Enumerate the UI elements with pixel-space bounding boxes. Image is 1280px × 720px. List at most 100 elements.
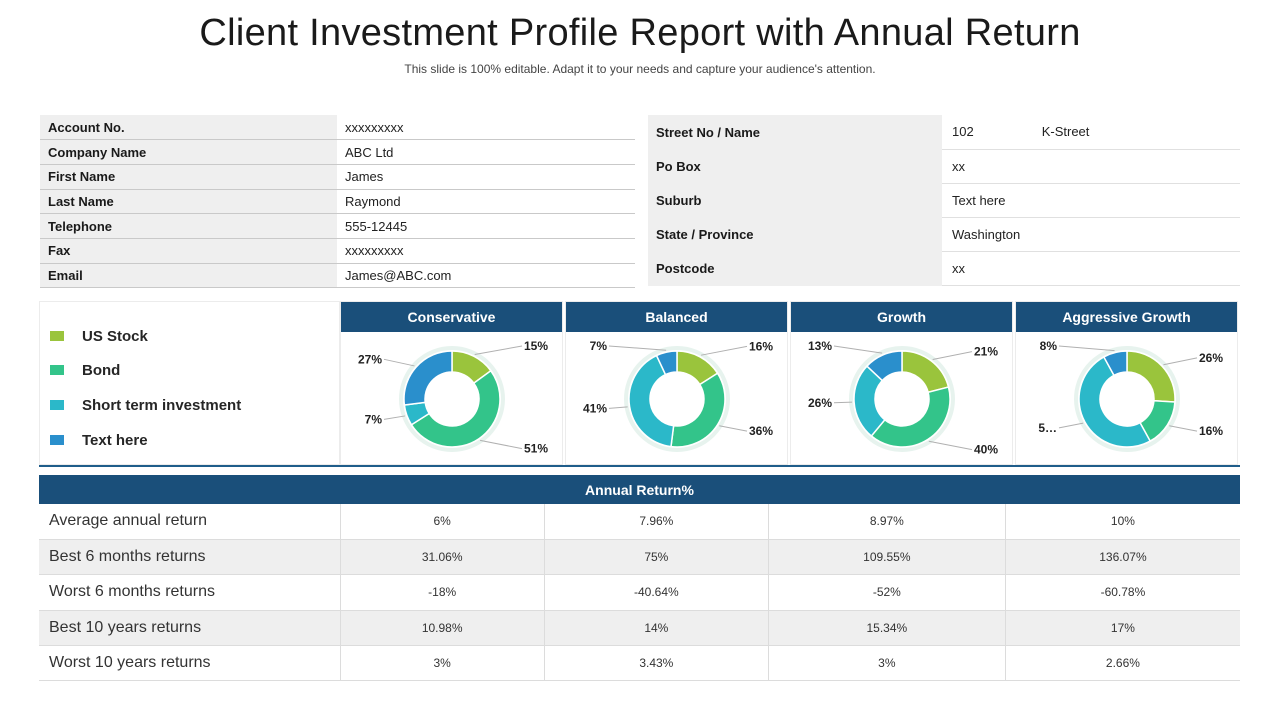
cell-growth: -52% [767,574,1006,611]
legend-swatch [50,331,64,341]
cell-aggressive-growth: 17% [1004,610,1240,647]
table-row: Email James@ABC.com [40,263,635,289]
telephone-value: 555-12445 [337,213,635,239]
data-label: 21% [974,345,998,359]
cell-growth: 8.97% [767,504,1006,540]
table-row: Best 6 months returns 31.06% 75% 109.55%… [39,539,1240,576]
table-header-row: Annual Return% [39,475,1240,504]
table-row: Po Box xx [648,149,1240,184]
last-name-value: Raymond [337,189,635,215]
annual-return-title: Annual Return% [39,475,1240,504]
growth-donut: 21% 40% 26% 13% [808,339,998,457]
table-row: Account No. xxxxxxxxx [40,115,635,141]
data-label: 13% [808,339,832,353]
cell-conservative: 6% [339,504,545,540]
data-label: 51% [524,442,548,456]
state-label: State / Province [648,217,942,252]
account-no-value: xxxxxxxxx [337,115,635,141]
row-label: Worst 6 months returns [39,574,340,611]
data-label: 7% [590,339,608,353]
street-label: Street No / Name [648,115,942,150]
fax-label: Fax [40,238,337,264]
legend-label: US Stock [82,327,148,345]
legend-item-short-term: Short term investment [50,395,241,415]
address-table: Street No / Name 102 K-Street Po Box xx Sub… [648,115,1240,287]
data-label: 16% [749,339,773,353]
company-name-label: Company Name [40,139,337,165]
account-table: Account No. xxxxxxxxx Company Name ABC Ltd… [40,115,635,289]
legend-swatch [50,365,64,375]
donut-segment-text-here [1102,350,1128,377]
legend-label: Text here [82,431,148,449]
donut-halo [399,346,505,452]
cell-balanced: 7.96% [543,504,769,540]
donut-segment-us-stock [901,350,950,394]
cell-conservative: 10.98% [339,610,545,647]
fax-value: xxxxxxxxx [337,238,635,264]
balanced-donut: 16% 36% 41% 7% [583,339,773,452]
data-label: 7% [365,412,383,426]
leader-line [1163,357,1198,366]
row-label: Best 10 years returns [39,610,340,647]
table-row: Company Name ABC Ltd [40,139,635,165]
chart-title: Balanced [566,302,787,332]
legend-swatch [50,400,64,410]
postcode-value: xx [942,251,1240,287]
donut-segment-us-stock [1126,350,1176,403]
donut-segment-bond [670,372,726,448]
data-label: 5… [1038,421,1057,435]
cell-aggressive-growth: 2.66% [1004,645,1240,682]
cell-conservative: -18% [339,574,545,611]
suburb-value: Text here [942,183,1240,219]
page-subtitle: This slide is 100% editable. Adapt it to… [404,62,876,76]
leader-line [928,440,973,451]
chart-legend: US Stock Bond Short term investment Text… [39,301,340,465]
leader-line [1169,425,1198,432]
data-label: 26% [1199,351,1223,365]
row-label: Worst 10 years returns [39,645,340,682]
suburb-label: Suburb [648,183,942,218]
table-row: Worst 6 months returns -18% -40.64% -52%… [39,574,1240,611]
cell-growth: 15.34% [767,610,1006,647]
leader-line [608,406,628,409]
cell-aggressive-growth: -60.78% [1004,574,1240,611]
legend-label: Bond [82,361,121,379]
table-row: Suburb Text here [648,183,1240,219]
data-label: 40% [974,443,998,457]
cell-conservative: 31.06% [339,539,545,576]
company-name-value: ABC Ltd [337,139,635,165]
aggressive-growth-chart: Aggressive Growth 26% 16% 5… 8% [1015,301,1238,465]
cell-aggressive-growth: 136.07% [1004,539,1240,576]
table-row: Telephone 555-12445 [40,213,635,239]
donut-halo [849,346,955,452]
legend-item-bond: Bond [50,360,120,380]
donut-segment-text-here [655,350,678,376]
allocation-charts: US Stock Bond Short term investment Text… [39,301,1240,467]
leader-line [608,345,667,351]
cell-balanced: -40.64% [543,574,769,611]
street-name: K-Street [1041,124,1090,140]
leader-line [383,415,406,420]
legend-item-us-stock: US Stock [50,326,148,346]
donut-segment-short-term [628,354,675,448]
leader-line [383,358,415,367]
donut-segment-bond [870,386,951,448]
table-row: Street No / Name 102 K-Street [648,115,1240,150]
table-row: Fax xxxxxxxxx [40,238,635,264]
table-row: Best 10 years returns 10.98% 14% 15.34% … [39,610,1240,647]
chart-title: Aggressive Growth [1016,302,1237,332]
last-name-label: Last Name [40,189,337,215]
po-box-value: xx [942,149,1240,184]
leader-line [1058,422,1084,429]
donut-segment-text-here [403,350,453,406]
cell-conservative: 3% [339,645,545,682]
po-box-label: Po Box [648,149,942,184]
legend-swatch [50,435,64,445]
leader-line [833,401,853,404]
annual-return-table: Annual Return% Average annual return 6% … [39,475,1240,682]
cell-growth: 3% [767,645,1006,682]
data-label: 8% [1040,339,1058,353]
leader-line [833,345,883,354]
growth-chart: Growth 21% 40% 26% 13% [790,301,1013,465]
table-row: Postcode xx [648,251,1240,287]
